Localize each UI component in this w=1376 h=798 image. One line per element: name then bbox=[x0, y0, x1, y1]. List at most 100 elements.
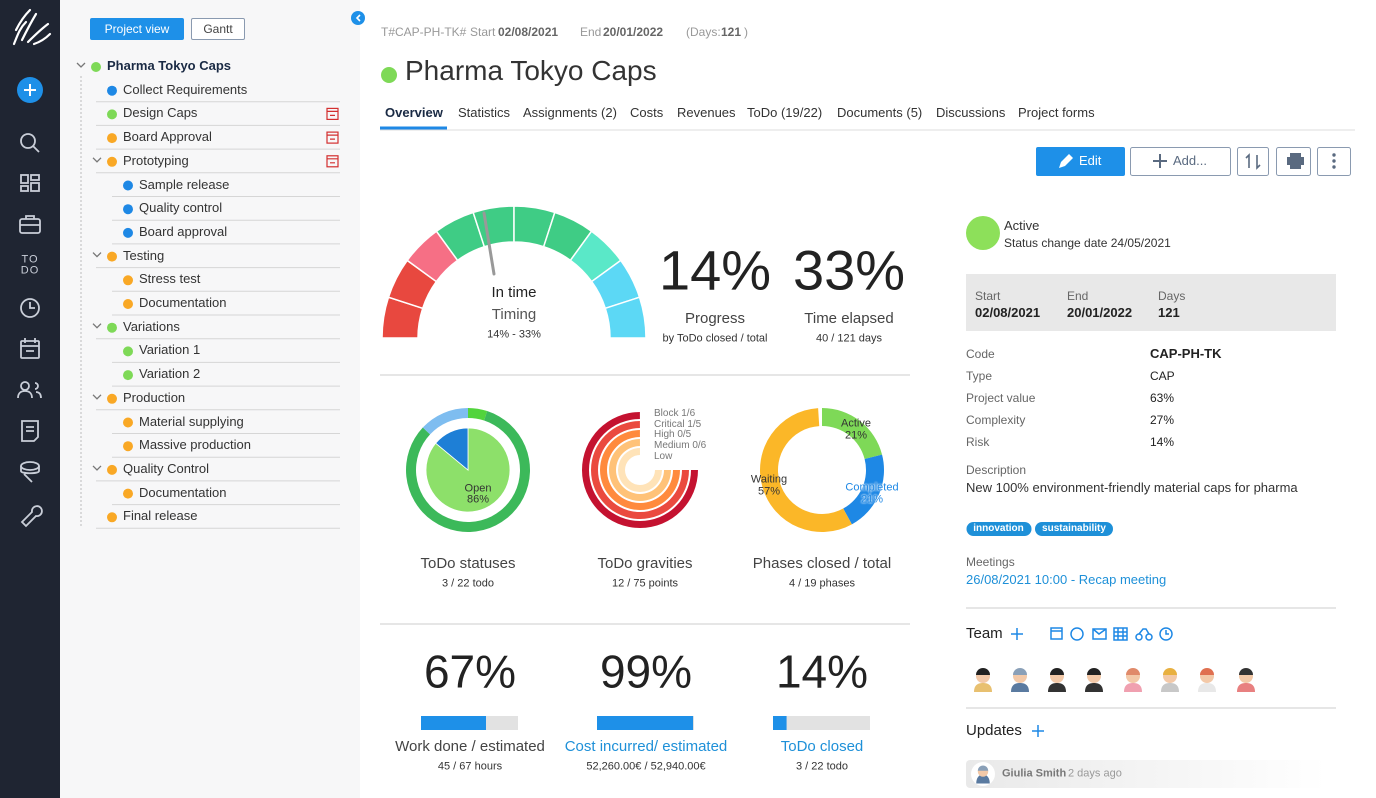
status-dot bbox=[107, 322, 117, 333]
gravity-ring bbox=[618, 448, 662, 492]
tab[interactable]: Project forms bbox=[1018, 105, 1095, 121]
tab[interactable]: Assignments (2) bbox=[523, 105, 617, 121]
collapse-toggle[interactable] bbox=[351, 11, 365, 25]
avatar-hair bbox=[1126, 668, 1140, 675]
calendar-icon bbox=[326, 131, 339, 144]
tree-node-label[interactable]: Sample release bbox=[139, 176, 230, 192]
expand-chevron bbox=[76, 62, 86, 68]
tree-node-label[interactable]: Massive production bbox=[139, 437, 251, 453]
field-value: 14% bbox=[1150, 434, 1175, 449]
status-dot bbox=[91, 62, 101, 72]
todo-icon[interactable]: TO bbox=[21, 253, 39, 266]
status-ring-segment bbox=[468, 408, 488, 421]
status-dot bbox=[107, 464, 117, 475]
sort-button[interactable] bbox=[1237, 147, 1269, 176]
gauge-needle bbox=[482, 211, 496, 276]
progress-track bbox=[773, 716, 870, 730]
kpi-label[interactable]: Cost incurred/ estimated bbox=[564, 738, 728, 755]
calendar-lines bbox=[327, 110, 338, 116]
tab[interactable]: ToDo (19/22) bbox=[747, 105, 823, 121]
tree-node-label[interactable]: Prototyping bbox=[123, 153, 189, 168]
header-info: 02/08/2021 bbox=[498, 24, 559, 39]
avatar-body bbox=[1237, 683, 1255, 692]
tree-node-label[interactable]: Stress test bbox=[139, 271, 201, 287]
edit-button[interactable] bbox=[1036, 147, 1125, 176]
tag[interactable]: innovation bbox=[966, 522, 1031, 536]
field-label: Project value bbox=[966, 390, 1036, 405]
tree-node-label[interactable]: Collect Requirements bbox=[123, 81, 248, 97]
status-ring-segment bbox=[422, 408, 468, 435]
tree-node-label[interactable]: Board Approval bbox=[123, 129, 212, 145]
expand-chevron bbox=[92, 323, 102, 329]
tree-node-label[interactable]: Variation 2 bbox=[139, 366, 201, 382]
tree-node-label[interactable]: Variations bbox=[123, 318, 180, 334]
chart-title: Phases closed / total bbox=[752, 555, 892, 572]
tab[interactable]: Documents (5) bbox=[837, 105, 923, 121]
tree-node-label[interactable]: Testing bbox=[123, 247, 165, 263]
add-button[interactable] bbox=[1130, 147, 1231, 176]
progress-bar bbox=[773, 716, 787, 730]
header-info: 20/01/2022 bbox=[603, 24, 664, 39]
tree-node-label[interactable]: Pharma Tokyo Caps bbox=[107, 58, 232, 74]
edit-icon bbox=[1059, 154, 1073, 168]
tree-node-label[interactable]: Documentation bbox=[139, 484, 227, 500]
avatar-hair bbox=[1239, 668, 1253, 675]
todo-icon[interactable]: DO bbox=[20, 264, 40, 277]
tree-node-label[interactable]: Final release bbox=[123, 508, 198, 524]
progress-bar bbox=[597, 716, 694, 730]
tab[interactable]: Discussions bbox=[936, 105, 1006, 121]
add-label[interactable]: Add... bbox=[1173, 153, 1207, 169]
tree-node-label[interactable]: Design Caps bbox=[123, 105, 198, 121]
dates-box bbox=[966, 274, 1336, 331]
avatar-hair bbox=[1200, 668, 1214, 675]
team-icons[interactable] bbox=[1011, 627, 1173, 737]
expand-chevron bbox=[92, 394, 102, 400]
avatar-body bbox=[1011, 683, 1029, 692]
tree-node-label[interactable]: Board approval bbox=[139, 224, 228, 240]
header-info: Start bbox=[470, 24, 496, 39]
calendar-frame bbox=[326, 155, 339, 168]
metric-value: 33% bbox=[792, 238, 906, 302]
tree-node-label[interactable]: Quality Control bbox=[123, 461, 209, 477]
meeting-link[interactable]: 26/08/2021 10:00 - Recap meeting bbox=[966, 572, 1167, 588]
tab[interactable]: Overview bbox=[385, 105, 443, 121]
tree-node-label[interactable]: Variation 1 bbox=[139, 342, 201, 358]
tree-node-label[interactable]: Material supplying bbox=[139, 413, 244, 429]
sidebar-icons[interactable] bbox=[17, 133, 43, 528]
tab[interactable]: Revenues bbox=[677, 105, 736, 121]
status-dot bbox=[123, 227, 133, 238]
avatar-hair bbox=[1050, 668, 1064, 675]
tree-node-label[interactable]: Quality control bbox=[139, 200, 223, 216]
chart-title: ToDo statuses bbox=[420, 555, 516, 572]
tree-button[interactable]: Project view bbox=[90, 18, 184, 40]
tree-node-label[interactable]: Documentation bbox=[139, 295, 227, 311]
update-row bbox=[966, 760, 1326, 788]
tab[interactable]: Costs bbox=[630, 105, 664, 121]
tree-node-label[interactable]: Production bbox=[123, 390, 186, 405]
field-label: Code bbox=[966, 346, 995, 361]
header-info: End bbox=[580, 24, 602, 39]
add-button[interactable] bbox=[17, 77, 43, 103]
edit-label[interactable]: Edit bbox=[1079, 153, 1102, 169]
updates-label: Updates bbox=[966, 722, 1022, 739]
field-value: CAP-PH-TK bbox=[1150, 346, 1222, 362]
header-info: T#CAP-PH-TK# bbox=[381, 24, 467, 39]
status-dot bbox=[107, 251, 117, 262]
chart-sub: 4 / 19 phases bbox=[788, 577, 856, 590]
gauge-range: 14% - 33% bbox=[487, 328, 541, 341]
kpi-label[interactable]: ToDo closed bbox=[780, 738, 864, 755]
gauge-segment bbox=[604, 296, 647, 339]
tab[interactable]: Statistics bbox=[458, 105, 511, 121]
tree-button[interactable]: Gantt bbox=[191, 18, 245, 40]
metric-sub: 40 / 121 days bbox=[815, 332, 883, 345]
calendar-frame bbox=[326, 107, 339, 121]
chart-sub: 12 / 75 points bbox=[611, 577, 679, 590]
logo bbox=[12, 8, 52, 46]
field-value: CAP bbox=[1150, 368, 1175, 383]
avatar-body bbox=[1161, 683, 1179, 692]
status-dot bbox=[123, 488, 133, 499]
kpi-value: 67% bbox=[423, 645, 517, 698]
avatar bbox=[974, 668, 992, 692]
phase-slice bbox=[822, 408, 883, 460]
tag[interactable]: sustainability bbox=[1035, 522, 1113, 536]
